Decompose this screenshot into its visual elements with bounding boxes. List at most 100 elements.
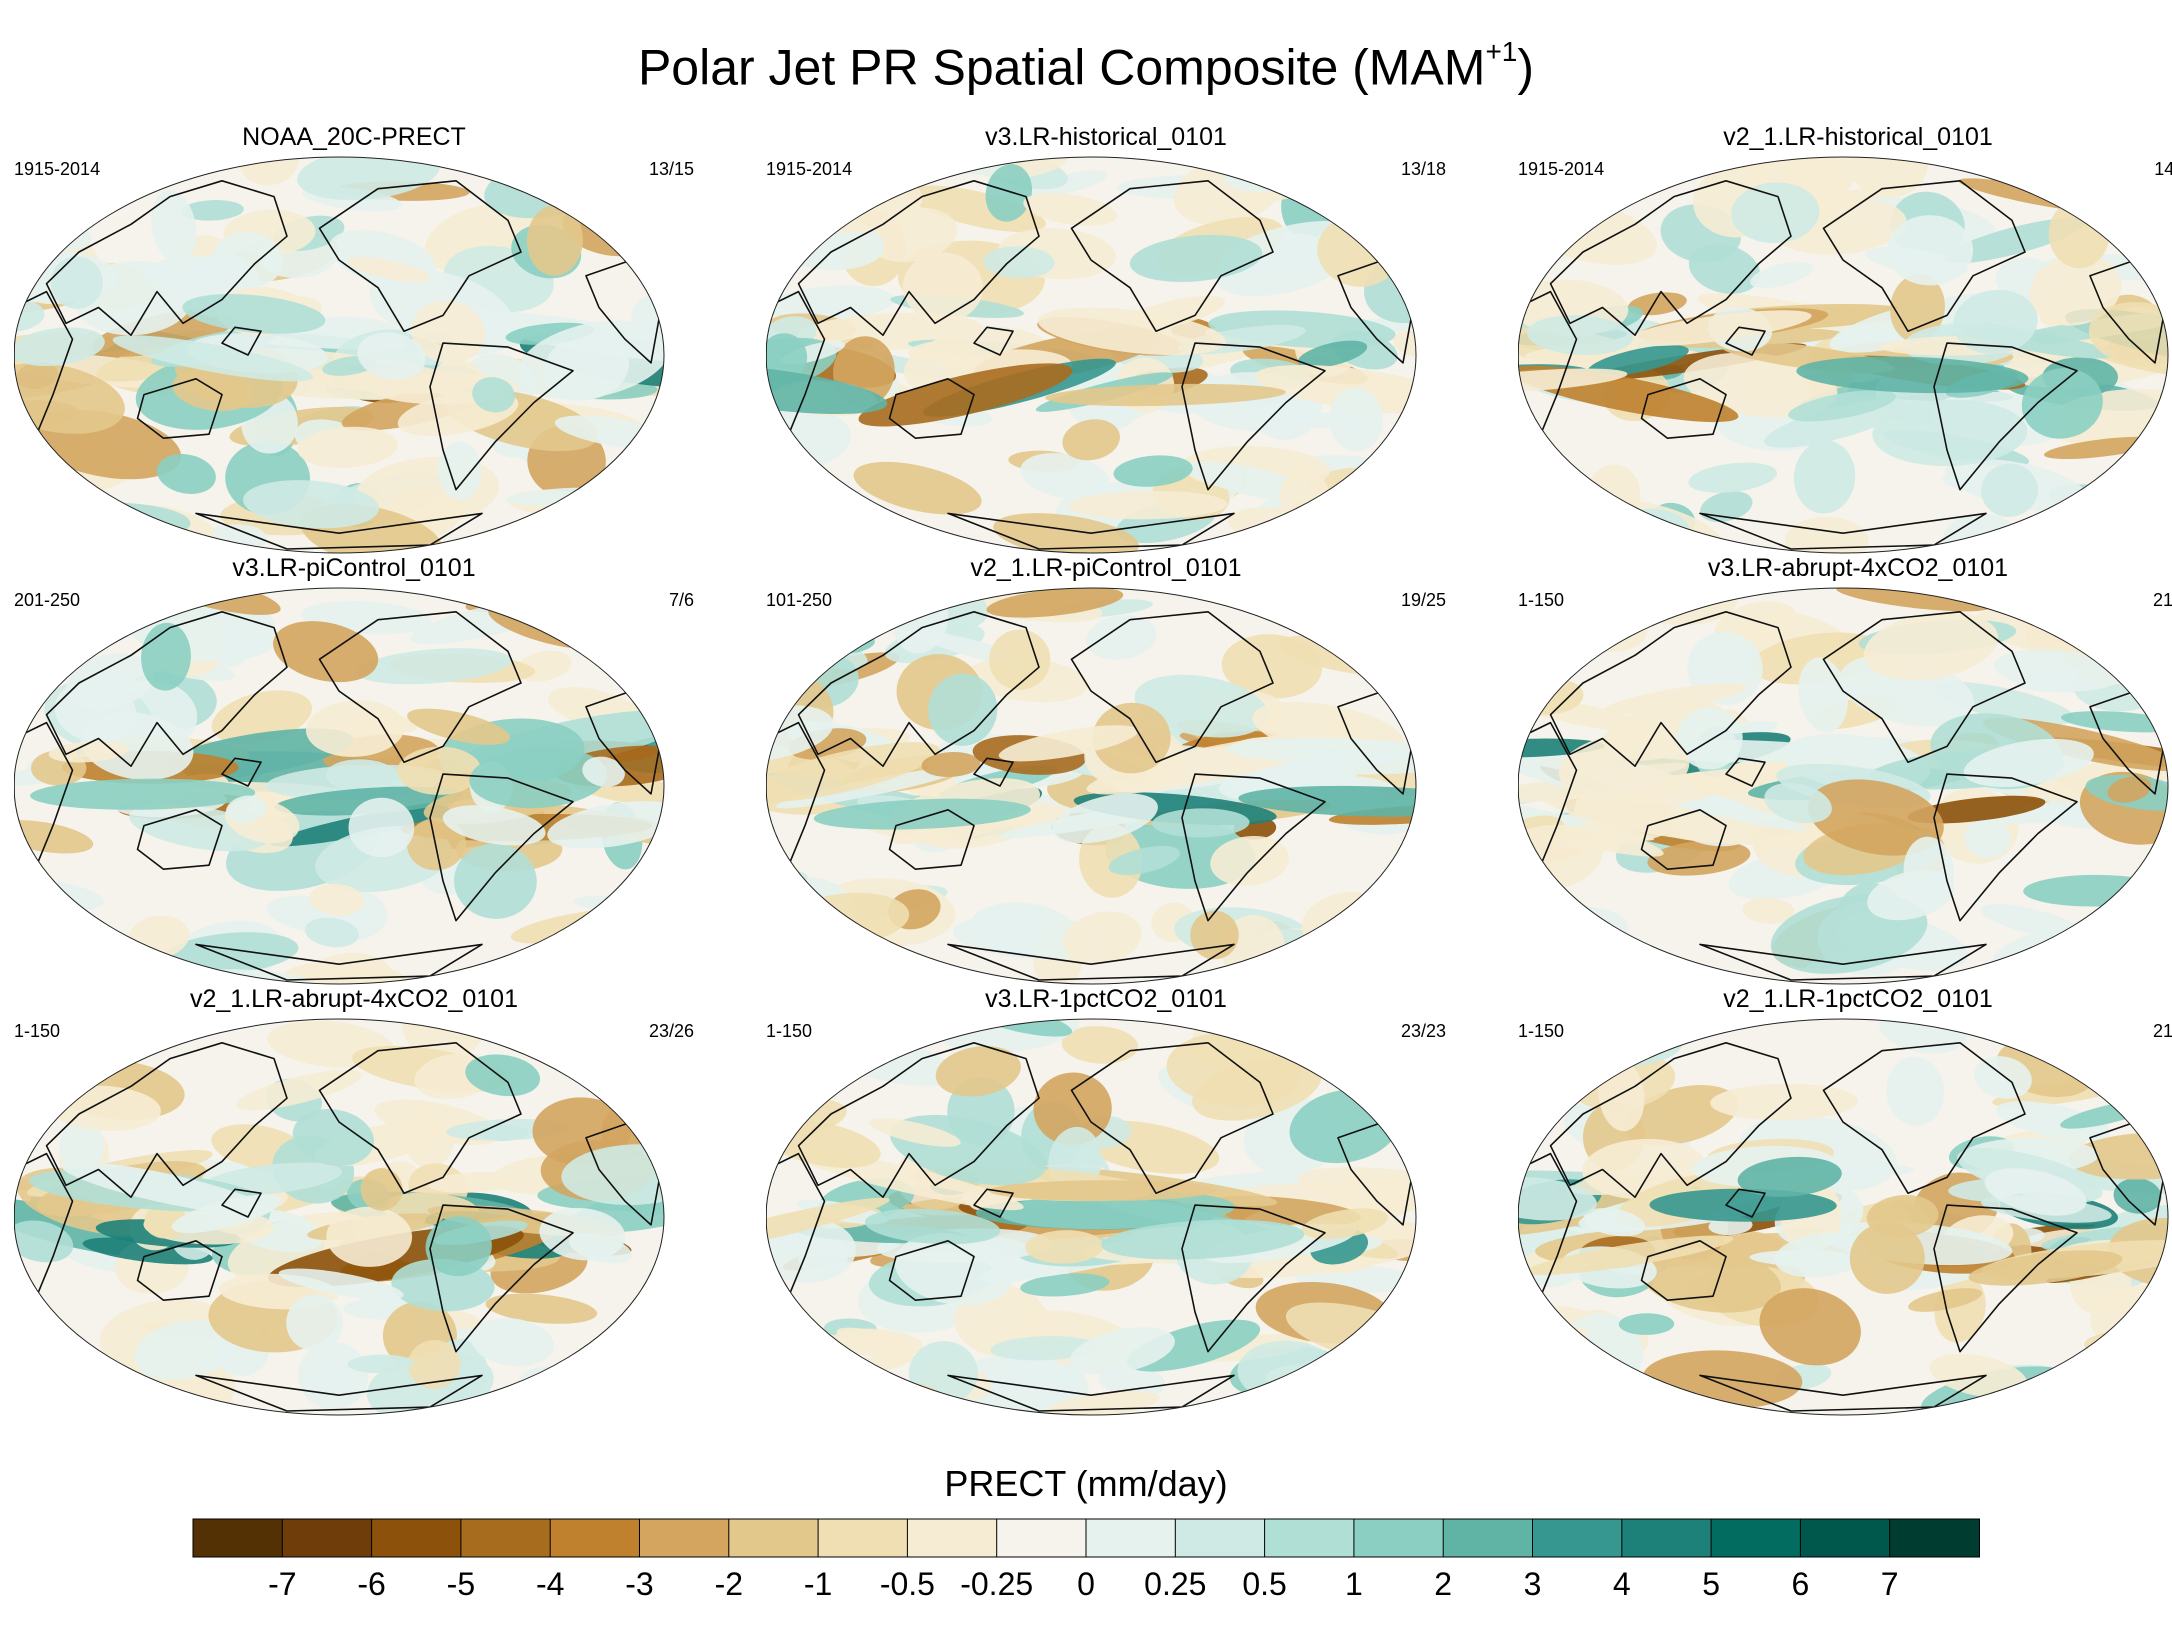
anomaly-contour — [766, 1197, 890, 1258]
panel-title: v3.LR-abrupt-4xCO2_0101 — [1707, 554, 2009, 582]
anomaly-contour — [1393, 330, 1416, 357]
map-svg — [766, 156, 1417, 554]
map-panel: v2_1.LR-piControl_0101 101-250 19/25 — [766, 553, 1446, 985]
colorbar-swatch — [1085, 1518, 1177, 1558]
anomaly-contour — [1907, 795, 2046, 824]
anomaly-contour — [243, 480, 379, 529]
coastline — [888, 377, 975, 440]
anomaly-contour — [1587, 345, 1689, 377]
anomaly-contour — [989, 1180, 1216, 1202]
anomaly-contour — [1329, 387, 1384, 452]
anomaly-contour — [1030, 170, 1108, 197]
anomaly-contour — [1518, 1345, 1599, 1415]
anomaly-contour — [1527, 315, 1633, 356]
anomaly-contour — [2021, 368, 2103, 439]
anomaly-contour — [1618, 1313, 1675, 1335]
anomaly-contour — [808, 485, 854, 553]
anomaly-contour — [573, 896, 664, 917]
anomaly-contour — [1384, 180, 1416, 247]
anomaly-contour — [1134, 674, 1269, 738]
map-panels: NOAA_20C-PRECT 1915-2014 13/15 v3.LR-histor… — [14, 122, 2172, 1416]
anomaly-contour — [1518, 1057, 1575, 1095]
colorbar-swatch — [996, 1518, 1088, 1558]
anomaly-contour — [1297, 340, 1368, 368]
colorbar-swatch — [281, 1518, 373, 1558]
anomaly-contour — [2095, 924, 2168, 957]
anomaly-contour — [1341, 1172, 1416, 1211]
colorbar-tick-label: -2 — [715, 1566, 743, 1602]
coastline — [221, 1188, 262, 1218]
coastline — [1070, 610, 1274, 763]
anomaly-contour — [928, 673, 998, 746]
map-svg — [1518, 587, 2169, 985]
anomaly-contour — [1836, 588, 1992, 612]
colorbar-tick-label: -3 — [625, 1566, 653, 1602]
panel-title: v2_1.LR-abrupt-4xCO2_0101 — [190, 985, 518, 1013]
anomaly-contour — [1061, 1026, 1139, 1064]
coastline — [1518, 290, 1578, 443]
anomaly-contour — [273, 621, 379, 683]
coastline — [1822, 179, 2026, 332]
coastline — [45, 1041, 288, 1198]
map-panel: NOAA_20C-PRECT 1915-2014 13/15 — [14, 122, 694, 554]
coastline — [1640, 377, 1727, 440]
anomaly-contour — [1576, 1056, 1618, 1076]
anomaly-contour — [407, 817, 466, 871]
anomaly-contour — [1991, 588, 2134, 612]
panel-title: v3.LR-piControl_0101 — [232, 554, 476, 582]
panel-count: 14/11 — [2154, 159, 2172, 179]
map-panel: v2_1.LR-historical_0101 1915-2014 14/11 — [1518, 122, 2172, 554]
anomaly-contour — [813, 798, 1031, 830]
anomaly-contour — [547, 800, 664, 849]
coastline — [429, 342, 574, 491]
panel-period: 1915-2014 — [1518, 159, 1605, 179]
map-svg — [766, 1018, 1417, 1416]
colorbar-tick-label: 0.5 — [1242, 1566, 1286, 1602]
colorbar-swatch — [1621, 1518, 1713, 1558]
anomaly-contour — [1677, 707, 1743, 770]
anomaly-contour — [1975, 609, 2094, 656]
anomaly-contour — [1023, 192, 1118, 226]
coastline — [45, 610, 288, 767]
anomaly-contour — [112, 335, 314, 382]
anomaly-contour — [573, 1370, 615, 1415]
anomaly-contour — [82, 1237, 213, 1265]
map-border — [1518, 156, 2169, 554]
anomaly-contour — [2044, 436, 2162, 460]
coastline — [797, 610, 1040, 767]
panel-title: v2_1.LR-piControl_0101 — [970, 554, 1242, 582]
coastline — [429, 1204, 574, 1353]
anomaly-contour — [454, 843, 537, 919]
colorbar-swatch — [1174, 1518, 1266, 1558]
anomaly-contour — [775, 767, 962, 809]
anomaly-contour — [589, 1349, 661, 1386]
colorbar-swatch — [1889, 1518, 1980, 1558]
colorbar-tick-label: 2 — [1434, 1566, 1452, 1602]
anomaly-contour — [907, 340, 980, 362]
anomaly-contour — [442, 805, 546, 846]
anomaly-contour — [2107, 776, 2152, 803]
colorbar-swatch — [1799, 1518, 1891, 1558]
colorbar-tick-label: -0.25 — [960, 1566, 1033, 1602]
anomaly-contour — [292, 1109, 374, 1167]
coastline — [1822, 610, 2026, 763]
anomaly-contour — [326, 1206, 413, 1267]
anomaly-contour — [1993, 649, 2121, 692]
anomaly-contour — [407, 1339, 461, 1389]
anomaly-contour — [1710, 1083, 1859, 1121]
anomaly-contour — [869, 1118, 961, 1147]
anomaly-contour — [989, 629, 1051, 690]
map-svg — [1518, 1018, 2169, 1416]
anomaly-contour — [1045, 1391, 1160, 1415]
panel-period: 1-150 — [1518, 1021, 1565, 1041]
anomaly-contour — [181, 200, 244, 221]
colorbar-swatch — [906, 1518, 998, 1558]
anomaly-contour — [1863, 611, 1999, 681]
coastline — [1181, 1204, 1326, 1353]
anomaly-contour — [236, 1069, 362, 1111]
anomaly-contour — [485, 1293, 598, 1324]
coastline — [888, 1239, 975, 1302]
anomaly-contour — [1518, 157, 1573, 212]
anomaly-contour — [1759, 1288, 1861, 1366]
anomaly-contour — [309, 883, 365, 916]
